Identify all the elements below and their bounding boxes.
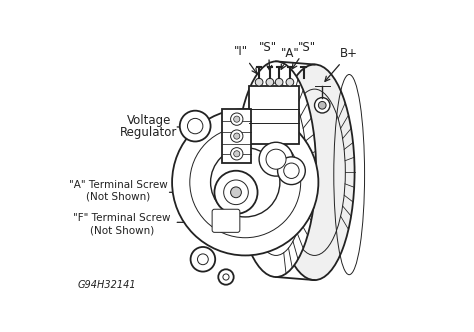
Circle shape [266, 149, 286, 169]
Circle shape [255, 78, 263, 86]
Circle shape [234, 151, 240, 157]
Circle shape [214, 171, 257, 214]
Text: "F" Terminal Screw: "F" Terminal Screw [73, 213, 171, 223]
Circle shape [219, 269, 234, 285]
Text: "I": "I" [234, 45, 257, 73]
Text: "S": "S" [259, 42, 277, 70]
Ellipse shape [274, 64, 355, 280]
Text: G94H32141: G94H32141 [77, 280, 136, 290]
Text: "A" Terminal Screw: "A" Terminal Screw [69, 180, 168, 190]
FancyBboxPatch shape [222, 109, 251, 163]
Text: (Not Shown): (Not Shown) [90, 225, 154, 235]
Circle shape [231, 148, 243, 160]
Text: Regulator: Regulator [120, 126, 178, 139]
Circle shape [234, 133, 240, 139]
Circle shape [259, 142, 293, 176]
Ellipse shape [210, 148, 280, 217]
Circle shape [191, 247, 215, 272]
Circle shape [286, 78, 294, 86]
Circle shape [234, 116, 240, 122]
Ellipse shape [236, 61, 316, 277]
Circle shape [231, 187, 241, 198]
Text: "A": "A" [281, 47, 299, 69]
Ellipse shape [190, 127, 301, 238]
Text: (Not Shown): (Not Shown) [86, 191, 150, 201]
Circle shape [224, 180, 248, 205]
FancyBboxPatch shape [249, 86, 299, 144]
Circle shape [315, 98, 330, 113]
Text: "S": "S" [292, 41, 316, 69]
Circle shape [278, 157, 305, 185]
Circle shape [180, 111, 210, 141]
Text: Voltage: Voltage [127, 114, 171, 127]
Circle shape [284, 163, 299, 178]
FancyBboxPatch shape [212, 209, 240, 232]
Text: B+: B+ [325, 47, 358, 81]
Circle shape [319, 102, 326, 109]
Ellipse shape [245, 83, 307, 255]
Circle shape [266, 78, 273, 86]
Ellipse shape [172, 109, 319, 255]
Circle shape [275, 78, 283, 86]
Circle shape [231, 113, 243, 125]
Circle shape [231, 130, 243, 142]
